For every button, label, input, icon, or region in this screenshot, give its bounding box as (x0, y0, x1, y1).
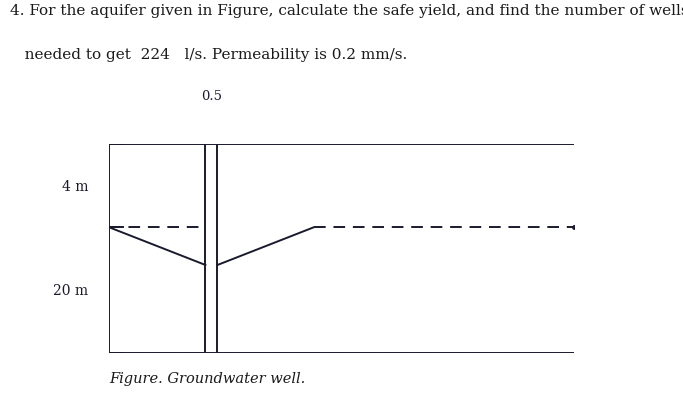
Text: 20 m: 20 m (53, 284, 88, 297)
Text: needed to get  224   l/s. Permeability is 0.2 mm/s.: needed to get 224 l/s. Permeability is 0… (10, 48, 408, 62)
Text: 4 m: 4 m (62, 179, 88, 193)
Text: 4. For the aquifer given in Figure, calculate the safe yield, and find the numbe: 4. For the aquifer given in Figure, calc… (10, 4, 683, 18)
Text: Figure. Groundwater well.: Figure. Groundwater well. (109, 371, 305, 385)
Text: 0.5: 0.5 (201, 90, 222, 103)
